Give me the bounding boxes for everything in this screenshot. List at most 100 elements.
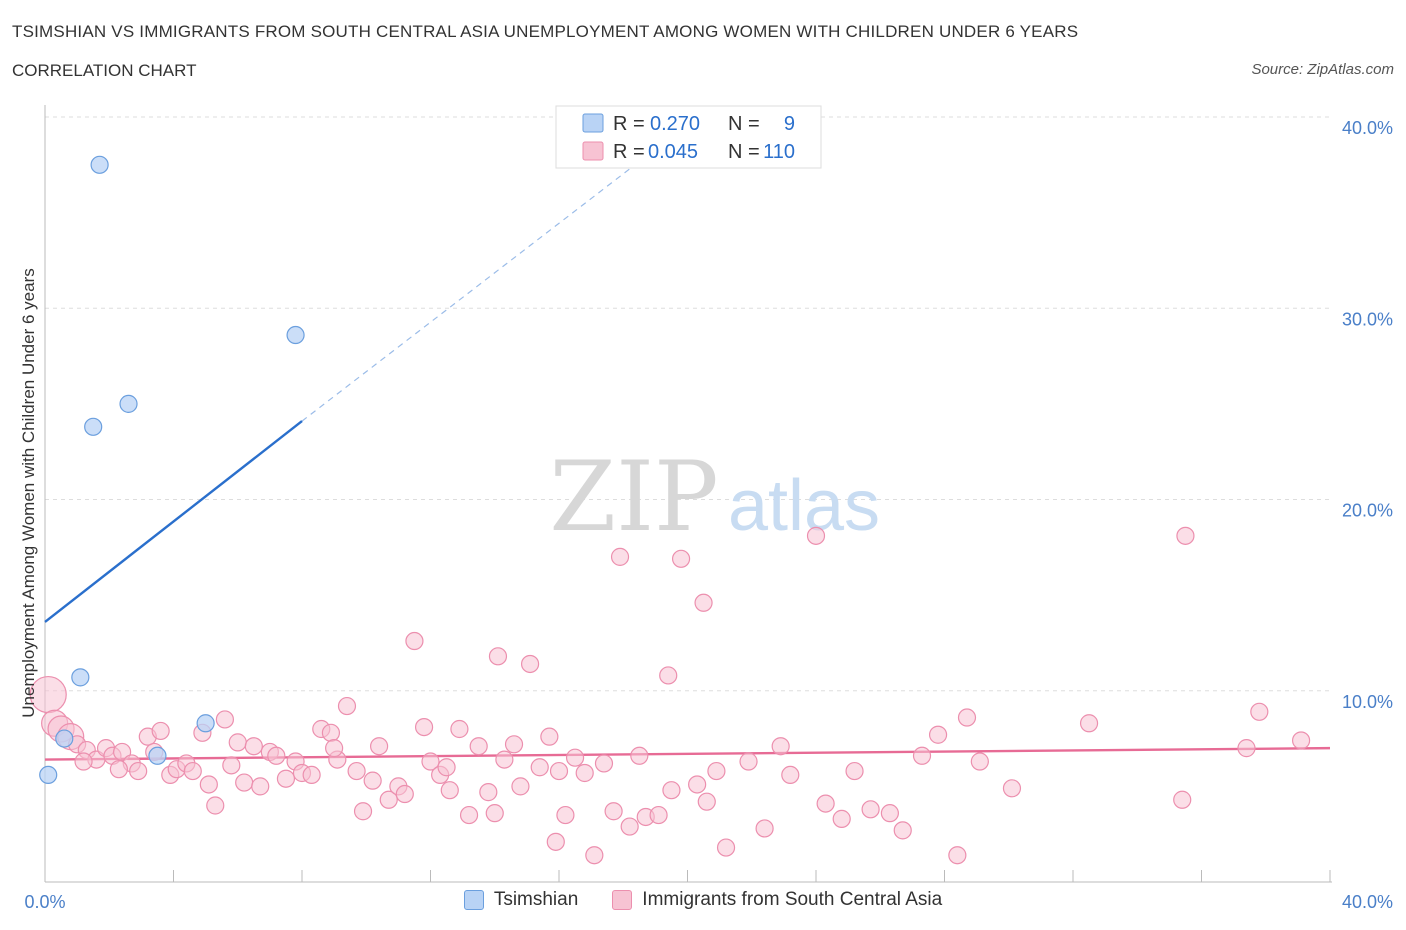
immigrants-point — [549, 761, 569, 781]
legend-item-tsimshian: Tsimshian — [463, 889, 579, 911]
immigrants-point — [495, 750, 514, 769]
immigrants-point — [546, 832, 565, 851]
immigrants-point — [861, 800, 880, 819]
immigrants-point — [610, 547, 630, 566]
grid-lines — [45, 116, 1330, 692]
legend-n-label: N = — [728, 141, 760, 163]
immigrants-point — [520, 654, 540, 674]
legend-r-value: 0.045 — [648, 141, 698, 163]
immigrants-point — [755, 819, 774, 838]
immigrants-point — [1291, 731, 1311, 750]
immigrants-point — [414, 717, 434, 737]
immigrants-point — [321, 723, 341, 742]
immigrants-point — [585, 846, 604, 865]
immigrants-point — [74, 752, 93, 771]
watermark-zip: ZIP — [549, 441, 718, 553]
immigrants-point — [405, 631, 424, 651]
immigrants-point — [504, 735, 524, 754]
immigrants-point — [485, 804, 504, 823]
y-tick-label: 40.0% — [1342, 118, 1393, 138]
immigrants-point — [565, 748, 585, 767]
immigrants-point — [199, 775, 218, 794]
immigrants-trend-line — [44, 746, 1331, 761]
immigrants-point — [421, 752, 440, 771]
chart-title: TSIMSHIAN VS IMMIGRANTS FROM SOUTH CENTR… — [12, 22, 1079, 41]
immigrants-point — [540, 727, 559, 746]
immigrants-point — [970, 752, 989, 771]
immigrants-point — [109, 760, 128, 779]
chart-subtitle: CORRELATION CHART — [12, 61, 197, 80]
immigrants-point — [694, 593, 713, 612]
immigrants-point — [948, 846, 967, 865]
immigrants-point — [928, 725, 948, 744]
x-tick-label: 40.0% — [1342, 892, 1393, 912]
tsimshian-point — [71, 668, 90, 687]
tsimshian-point — [39, 765, 58, 785]
immigrants-point — [1079, 714, 1099, 733]
immigrants-point — [739, 752, 758, 771]
immigrants-point — [1237, 739, 1256, 758]
immigrants-point — [649, 805, 668, 825]
legend-item-immigrants: Immigrants from South Central Asia — [612, 889, 942, 911]
immigrants-point — [215, 710, 234, 729]
immigrants-point — [235, 773, 254, 792]
immigrants-point — [620, 817, 639, 836]
immigrants-point — [957, 708, 977, 727]
immigrants-point — [337, 696, 357, 716]
immigrants-point — [604, 802, 623, 821]
series-legend: Tsimshian Immigrants from South Central … — [0, 889, 1406, 911]
immigrants-point — [912, 746, 932, 765]
immigrants-point — [479, 783, 498, 802]
legend-label-tsimshian: Tsimshian — [493, 889, 579, 910]
legend-label-immigrants: Immigrants from South Central Asia — [642, 889, 943, 910]
legend-swatch-tsimshian — [463, 890, 484, 910]
tsimshian-point — [119, 394, 138, 413]
axes — [44, 105, 1332, 883]
legend-n-value: 9 — [784, 113, 795, 135]
immigrants-point — [325, 739, 344, 758]
immigrants-point — [716, 838, 736, 857]
immigrants-point — [880, 804, 899, 823]
immigrants-point — [659, 666, 678, 685]
immigrants-point — [267, 746, 286, 765]
immigrants-point — [1250, 702, 1269, 721]
tsimshian-point — [286, 325, 305, 345]
immigrants-point — [806, 526, 826, 545]
legend-r-label: R = — [613, 141, 645, 163]
tsimshian-trend-line — [44, 420, 303, 623]
immigrants-point — [459, 805, 479, 825]
y-axis-label: Unemployment Among Women with Children U… — [19, 268, 38, 717]
tsimshian-point — [55, 729, 74, 748]
immigrants-point — [370, 737, 389, 756]
immigrants-point — [832, 809, 851, 828]
immigrants-point — [707, 761, 726, 781]
immigrants-points — [29, 526, 1311, 865]
immigrants-point — [469, 737, 488, 756]
immigrants-point — [893, 821, 912, 840]
legend-swatch-immigrants — [612, 890, 633, 910]
immigrants-point — [575, 763, 594, 783]
tsimshian-points — [39, 155, 305, 785]
immigrants-point — [594, 754, 614, 773]
immigrants-point — [781, 765, 800, 785]
immigrants-point — [556, 805, 575, 825]
immigrants-point — [530, 758, 549, 777]
legend-r-label: R = — [613, 113, 645, 135]
immigrants-point — [276, 769, 296, 788]
immigrants-point — [363, 771, 382, 790]
immigrants-point — [440, 781, 459, 800]
correlation-legend: R = 0.270 N = 9 R = 0.045 N = 110 — [555, 105, 822, 169]
immigrants-point — [816, 794, 835, 813]
legend-n-value: 110 — [763, 141, 795, 163]
immigrants-point — [688, 775, 707, 794]
immigrants-point — [395, 784, 414, 804]
legend-r-value: 0.270 — [650, 113, 700, 135]
immigrants-point — [228, 733, 247, 752]
immigrants-point — [771, 737, 790, 756]
watermark: ZIP atlas — [549, 441, 880, 553]
tsimshian-point — [196, 714, 215, 733]
immigrants-point — [671, 549, 691, 568]
immigrants-point — [251, 777, 270, 796]
immigrants-point — [1176, 526, 1195, 545]
